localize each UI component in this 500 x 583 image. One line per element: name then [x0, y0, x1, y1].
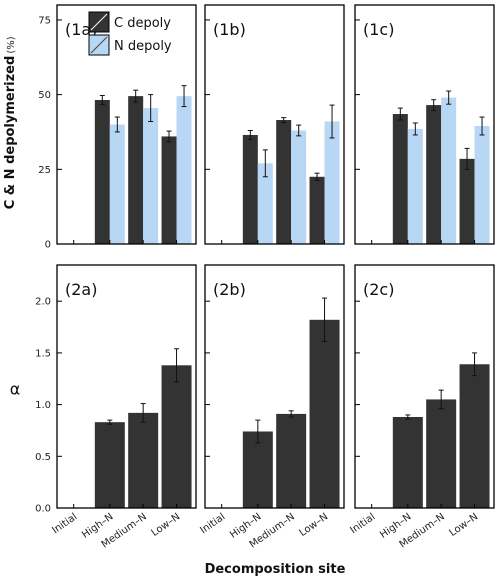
error-bar — [133, 89, 139, 103]
x-tick-label: Initial — [198, 511, 227, 536]
error-bar — [296, 124, 302, 137]
error-bar — [148, 94, 154, 123]
panel-frame — [354, 264, 495, 509]
y-axis-title: C & N depolymerized — [3, 56, 18, 210]
panel-label: (2b) — [213, 280, 246, 299]
legend-label: C depoly — [114, 16, 171, 31]
bar-c-depoly-3 — [459, 158, 475, 244]
panel-frame — [354, 4, 495, 245]
y-tick-label: 1.0 — [35, 400, 51, 411]
error-bar — [314, 172, 320, 181]
error-bar — [166, 130, 172, 143]
x-tick-label: Low–N — [298, 511, 331, 538]
bar-c-depoly-1 — [242, 134, 258, 244]
y-axis-title: α — [10, 380, 21, 399]
legend-swatch-slash — [90, 13, 108, 31]
bar-alpha-3 — [161, 365, 192, 508]
error-bar — [288, 410, 294, 418]
bar-c-depoly-1 — [94, 100, 110, 244]
bar-c-depoly-1 — [392, 114, 408, 244]
bar-c-depoly-3 — [161, 136, 177, 244]
bar-c-depoly-2 — [426, 105, 442, 244]
error-bar — [479, 116, 485, 136]
panel-1c: (1c) — [354, 4, 495, 245]
error-bar — [329, 104, 335, 139]
bar-alpha-2 — [276, 413, 307, 508]
bar-alpha-1 — [392, 417, 423, 508]
panel-label: (2c) — [363, 280, 394, 299]
bar-n-depoly-3 — [324, 121, 340, 244]
x-tick-label: Initial — [50, 511, 79, 536]
panel-frame — [204, 4, 345, 245]
x-axis-title: Decomposition site — [205, 562, 346, 577]
error-bar — [255, 419, 261, 444]
error-bar — [174, 348, 180, 383]
error-bar — [99, 95, 105, 105]
error-bar — [405, 414, 411, 420]
x-tick-label: Low–N — [150, 511, 183, 538]
legend-label: N depoly — [114, 39, 172, 54]
y-axis-unit: (%) — [6, 36, 17, 53]
bar-n-depoly-2 — [441, 97, 457, 244]
y-tick-label: 50 — [38, 90, 51, 101]
bar-alpha-3 — [459, 364, 490, 508]
error-bar — [397, 107, 403, 121]
error-bar — [107, 419, 113, 425]
y-tick-label: 0.0 — [35, 504, 51, 515]
panel-frame — [56, 4, 197, 245]
error-bar — [438, 389, 444, 410]
y-tick-label: 2.0 — [35, 297, 51, 308]
x-tick-label: Initial — [348, 511, 377, 536]
error-bar — [140, 403, 146, 423]
error-bar — [114, 116, 120, 133]
bar-alpha-2 — [426, 399, 457, 508]
bar-c-depoly-2 — [276, 120, 292, 244]
bar-n-depoly-3 — [474, 125, 490, 244]
bar-alpha-3 — [309, 319, 340, 508]
panel-frame — [204, 264, 345, 509]
y-tick-label: 0 — [45, 240, 51, 251]
bar-alpha-2 — [128, 412, 159, 508]
panel-frame — [56, 264, 197, 509]
error-bar — [247, 129, 253, 140]
y-tick-label: 0.5 — [35, 452, 51, 463]
error-bar — [472, 352, 478, 377]
legend: C depoly N depoly — [88, 11, 172, 56]
bar-c-depoly-3 — [309, 176, 325, 244]
y-tick-label: 25 — [38, 165, 51, 176]
bar-n-depoly-1 — [407, 128, 423, 244]
panel-1b: (1b) — [204, 4, 345, 245]
bar-alpha-1 — [242, 431, 273, 508]
error-bar — [322, 297, 328, 343]
error-bar — [262, 149, 268, 178]
bar-n-depoly-1 — [257, 163, 273, 244]
bar-n-depoly-2 — [291, 130, 307, 244]
error-bar — [412, 122, 418, 136]
error-bar — [281, 117, 287, 123]
panel-label: (2a) — [65, 280, 97, 299]
error-bar — [431, 99, 437, 111]
x-tick-label: Low–N — [448, 511, 481, 538]
error-bar — [464, 147, 470, 170]
y-tick-label: 75 — [38, 15, 51, 26]
bar-c-depoly-2 — [128, 96, 144, 245]
bar-n-depoly-1 — [109, 124, 125, 244]
bar-n-depoly-3 — [176, 96, 192, 245]
panel-label: (1c) — [363, 20, 394, 39]
bar-n-depoly-2 — [143, 108, 159, 244]
y-tick-label: 1.5 — [35, 348, 51, 359]
bar-alpha-1 — [94, 422, 125, 508]
error-bar — [446, 90, 452, 105]
error-bar — [181, 85, 187, 108]
panel-label: (1b) — [213, 20, 246, 39]
legend-swatch-slash — [90, 36, 108, 54]
